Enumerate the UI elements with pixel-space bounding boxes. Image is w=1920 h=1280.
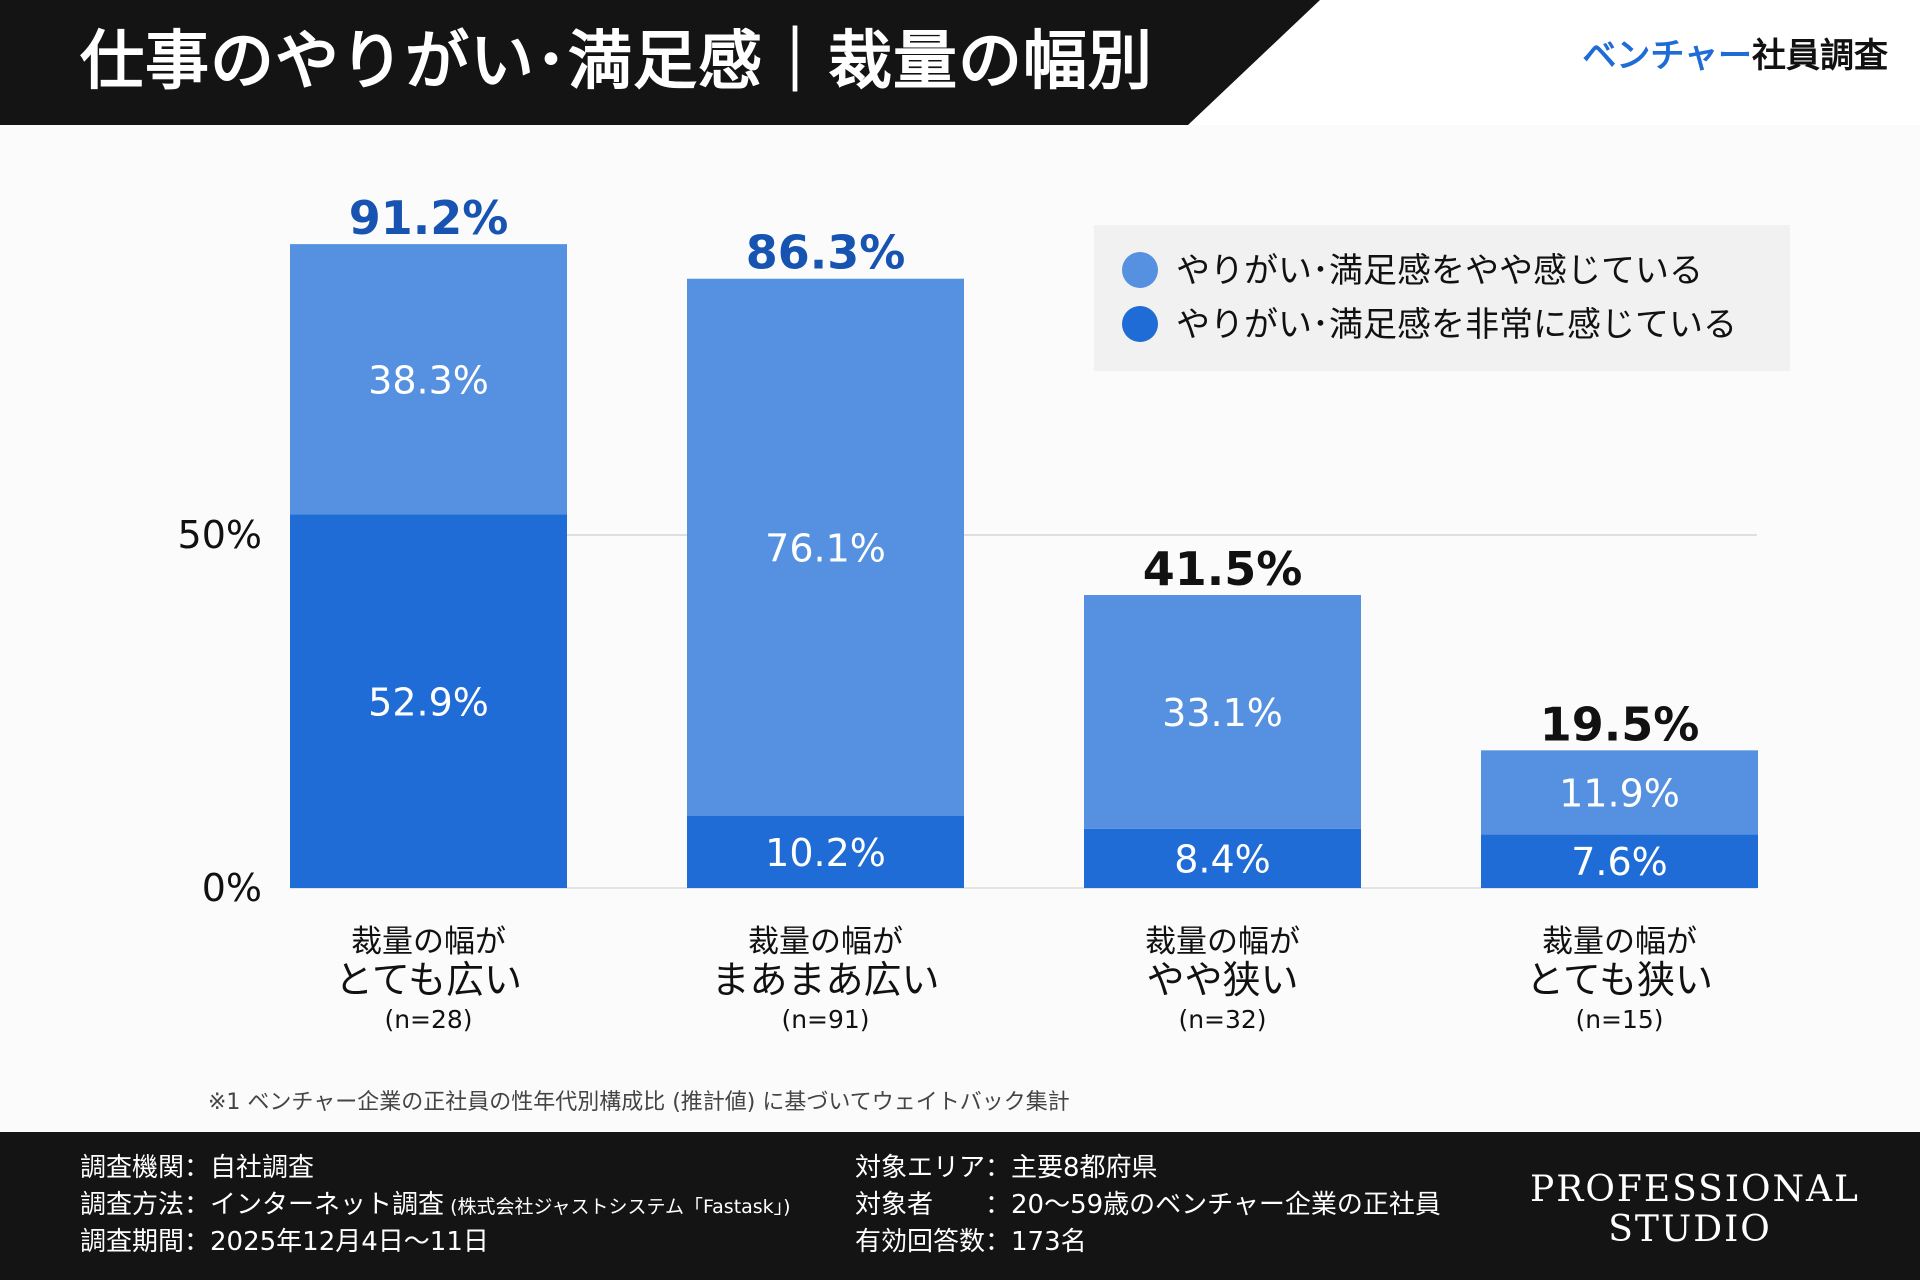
- meta-target: 対象者 ：20〜59歳のベンチャー企業の正社員: [855, 1187, 1441, 1223]
- bar-label-very-0: 52.9%: [368, 680, 489, 724]
- total-label-3: 19.5%: [1540, 697, 1700, 751]
- legend: やりがい･満足感をやや感じている やりがい･満足感を非常に感じている: [1094, 225, 1790, 371]
- total-label-1: 86.3%: [746, 226, 906, 280]
- logo-line2: STUDIO: [1608, 1209, 1772, 1250]
- meta-key: 対象者 ：: [855, 1190, 1012, 1220]
- category-line2-1: まあまあ広い: [711, 958, 939, 1002]
- bar-segment-somewhat-0: [290, 244, 567, 515]
- bar-label-very-1: 10.2%: [765, 831, 886, 875]
- bar-label-somewhat-1: 76.1%: [765, 526, 886, 570]
- bar-segment-very-0: [290, 514, 567, 888]
- meta-value: 主要8都府県: [1011, 1153, 1158, 1183]
- bar-label-somewhat-2: 33.1%: [1162, 691, 1283, 735]
- category-n-2: (n=32): [1178, 1005, 1266, 1034]
- category-line1-0: 裁量の幅が: [351, 924, 506, 960]
- meta-key: 調査機関：: [80, 1153, 211, 1183]
- footer: 調査機関：自社調査 調査方法：インターネット調査 (株式会社ジャストシステム「F…: [0, 1132, 1920, 1280]
- legend-label-very: やりがい･満足感を非常に感じている: [1176, 305, 1737, 345]
- logo-line1: PROFESSIONAL: [1530, 1169, 1860, 1210]
- meta-responses: 有効回答数：173名: [855, 1224, 1087, 1260]
- meta-value: 2025年12月4日〜11日: [210, 1227, 489, 1257]
- brand-accent: ベンチャー: [1582, 36, 1752, 76]
- stacked-bar-chart: 0%50%52.9%38.3%91.2%裁量の幅がとても広い(n=28)10.2…: [178, 191, 1758, 1034]
- meta-org: 調査機関：自社調査: [80, 1150, 314, 1186]
- category-n-1: (n=91): [781, 1005, 869, 1034]
- y-tick-label-50: 50%: [178, 513, 262, 557]
- meta-key: 有効回答数：: [855, 1227, 1012, 1257]
- brand-rest: 社員調査: [1752, 36, 1888, 76]
- meta-area: 対象エリア：主要8都府県: [855, 1150, 1158, 1186]
- legend-dot-light-blue: [1122, 251, 1158, 288]
- bar-label-somewhat-0: 38.3%: [368, 358, 489, 402]
- category-n-0: (n=28): [384, 1005, 472, 1034]
- bar-segment-very-3: [1481, 834, 1758, 888]
- category-line1-3: 裁量の幅が: [1542, 924, 1697, 960]
- legend-item-very: やりがい･満足感を非常に感じている: [1122, 299, 1737, 351]
- y-tick-label-0: 0%: [202, 866, 262, 910]
- meta-value: 自社調査: [210, 1153, 315, 1183]
- category-n-3: (n=15): [1575, 1005, 1663, 1034]
- meta-key: 調査期間：: [80, 1227, 211, 1257]
- meta-value: 173名: [1011, 1227, 1087, 1257]
- meta-method: 調査方法：インターネット調査 (株式会社ジャストシステム「Fastask」): [80, 1187, 791, 1223]
- legend-item-somewhat: やりがい･満足感をやや感じている: [1122, 245, 1703, 297]
- category-line1-2: 裁量の幅が: [1145, 924, 1300, 960]
- bar-label-very-3: 7.6%: [1571, 840, 1668, 884]
- total-label-2: 41.5%: [1143, 542, 1303, 596]
- professional-studio-logo: PROFESSIONAL STUDIO: [1530, 1169, 1860, 1250]
- bar-label-somewhat-3: 11.9%: [1559, 771, 1680, 815]
- meta-key: 対象エリア：: [855, 1153, 1012, 1183]
- category-line2-2: やや狭い: [1146, 958, 1298, 1002]
- category-line2-3: とても狭い: [1526, 958, 1713, 1002]
- meta-key: 調査方法：: [80, 1190, 211, 1220]
- footnote: ※1 ベンチャー企業の正社員の性年代別構成比 (推計値) に基づいてウェイトバッ…: [208, 1090, 1070, 1115]
- bar-segment-very-1: [687, 815, 964, 888]
- meta-value: 20〜59歳のベンチャー企業の正社員: [1011, 1190, 1441, 1220]
- meta-value: インターネット調査 (株式会社ジャストシステム「Fastask」): [210, 1187, 791, 1225]
- bar-segment-somewhat-1: [687, 278, 964, 816]
- brand-label: ベンチャー社員調査: [1582, 28, 1888, 77]
- meta-period: 調査期間：2025年12月4日〜11日: [80, 1224, 489, 1260]
- bar-label-very-2: 8.4%: [1174, 837, 1271, 881]
- legend-label-somewhat: やりがい･満足感をやや感じている: [1176, 251, 1703, 291]
- bar-segment-somewhat-3: [1481, 750, 1758, 835]
- meta-method-note: (株式会社ジャストシステム「Fastask」): [444, 1196, 791, 1218]
- bar-segment-somewhat-2: [1084, 595, 1361, 829]
- page-title: 仕事のやりがい･満足感｜裁量の幅別: [80, 25, 1153, 99]
- legend-dot-dark-blue: [1122, 305, 1158, 342]
- bar-segment-very-2: [1084, 828, 1361, 888]
- category-line1-1: 裁量の幅が: [748, 924, 903, 960]
- total-label-0: 91.2%: [349, 191, 509, 245]
- category-line2-0: とても広い: [335, 958, 522, 1002]
- header-band: [0, 0, 1320, 125]
- meta-method-value: インターネット調査: [210, 1190, 445, 1220]
